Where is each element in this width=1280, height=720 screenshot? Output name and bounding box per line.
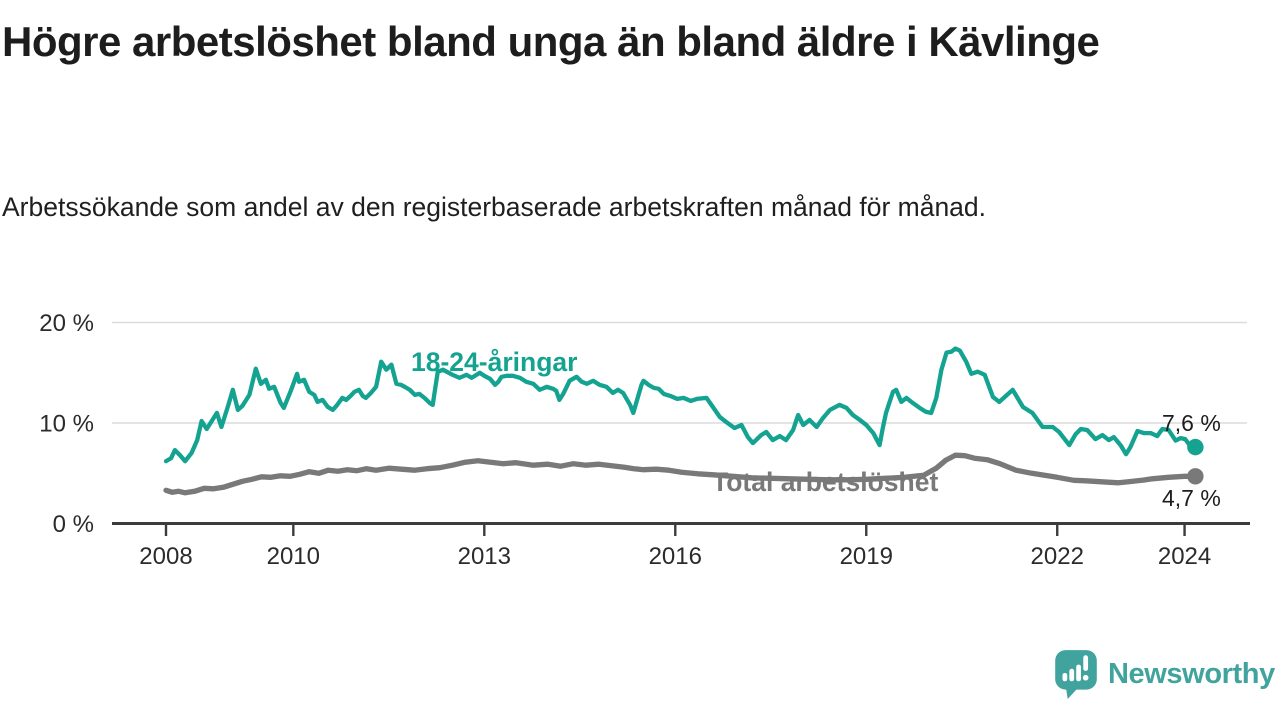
y-axis-label-20: 20 % bbox=[39, 310, 94, 337]
series-label-0: 18-24-åringar bbox=[411, 347, 577, 377]
logo-bar-chart-glyph bbox=[1062, 655, 1089, 682]
x-axis-label-2008: 2008 bbox=[139, 543, 192, 570]
series-label-1: Total arbetslöshet bbox=[712, 467, 938, 497]
series-end-dot-0 bbox=[1187, 438, 1204, 456]
x-axis-label-2022: 2022 bbox=[1031, 543, 1084, 570]
x-axis-label-2024: 2024 bbox=[1158, 543, 1211, 570]
series-line-0 bbox=[163, 346, 1198, 464]
logo-bubble bbox=[1055, 650, 1097, 690]
x-axis-label-2010: 2010 bbox=[267, 543, 320, 570]
series-end-dot-1 bbox=[1187, 468, 1204, 485]
y-axis-label-0: 0 % bbox=[53, 511, 94, 538]
end-value-label-1: 4,7 % bbox=[1162, 485, 1221, 511]
y-axis-label-10: 10 % bbox=[39, 411, 94, 438]
end-value-label-0: 7,6 % bbox=[1162, 410, 1221, 436]
branding: Newsworthy bbox=[1053, 648, 1275, 700]
newsworthy-logo-icon bbox=[1055, 650, 1097, 699]
page-title: Högre arbetslöshet bland unga än bland ä… bbox=[2, 18, 1100, 65]
x-axis-label-2019: 2019 bbox=[840, 543, 893, 570]
x-axis-label-2016: 2016 bbox=[649, 543, 702, 570]
series-line-1 bbox=[163, 452, 1199, 496]
newsworthy-logo-text: Newsworthy bbox=[1108, 657, 1275, 690]
logo-bubble-tail bbox=[1065, 685, 1081, 699]
x-axis-label-2013: 2013 bbox=[458, 543, 511, 570]
chart-subtitle: Arbetssökande som andel av den registerb… bbox=[2, 192, 987, 222]
